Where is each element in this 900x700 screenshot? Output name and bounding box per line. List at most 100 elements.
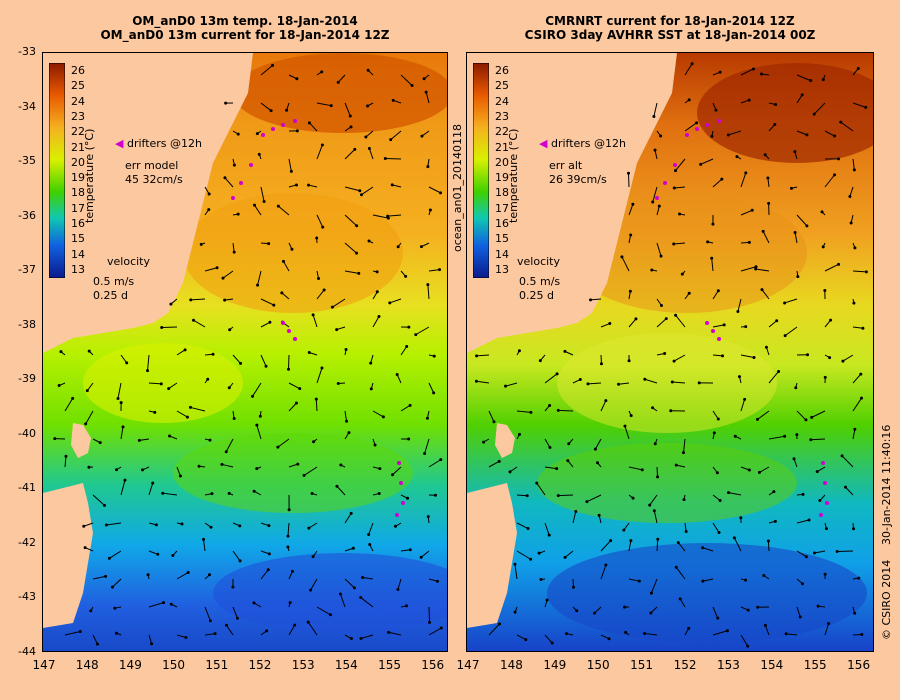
current-vector-head xyxy=(529,557,533,561)
current-vector-head xyxy=(717,531,721,535)
current-vector-head xyxy=(227,386,231,390)
current-vector-head xyxy=(634,317,638,321)
current-vector-head xyxy=(699,162,703,166)
current-vector-head xyxy=(286,545,290,549)
current-vector-head xyxy=(425,416,429,420)
current-vector-head xyxy=(852,527,856,531)
current-vector-head xyxy=(432,354,436,358)
current-vector-head xyxy=(113,606,117,610)
current-vector xyxy=(64,398,74,412)
current-vector-head xyxy=(330,305,334,309)
current-vector-head xyxy=(257,152,261,156)
current-vector-head xyxy=(359,596,363,600)
current-vector-head xyxy=(823,375,827,379)
current-vector-head xyxy=(712,431,716,435)
current-vector xyxy=(644,632,658,636)
colorbar-tick-label: 26 xyxy=(71,64,85,77)
y-tick-label: -43 xyxy=(18,590,36,604)
current-vector-head xyxy=(575,609,579,613)
drifter-point xyxy=(239,181,243,185)
current-vector-head xyxy=(264,364,268,368)
current-vector-head xyxy=(555,372,559,376)
current-vector-head xyxy=(375,270,379,274)
y-tick-label: -41 xyxy=(18,481,36,495)
current-vector-head xyxy=(236,132,240,136)
current-vector-head xyxy=(856,66,860,70)
current-vector xyxy=(516,550,531,560)
current-vector-head xyxy=(367,532,371,536)
current-vector-head xyxy=(258,414,262,418)
current-vector-head xyxy=(367,239,371,243)
current-vector-head xyxy=(783,301,787,305)
drifter-point xyxy=(397,461,401,465)
left-panel-title: OM_anD0 13m temp. 18-Jan-2014 OM_anD0 13… xyxy=(42,14,448,42)
current-vector xyxy=(344,149,356,160)
current-vector-head xyxy=(104,574,108,578)
left-err-values: 45 32cm/s xyxy=(125,173,183,186)
current-vector-head xyxy=(57,384,61,388)
current-vector-head xyxy=(837,157,841,161)
current-vector xyxy=(106,522,122,526)
current-vector-head xyxy=(687,291,691,295)
left-island xyxy=(71,423,91,458)
current-vector-head xyxy=(628,289,632,293)
current-vector-head xyxy=(328,613,332,617)
current-vector-head xyxy=(659,303,663,307)
current-vector xyxy=(852,102,866,108)
y-tick-label: -38 xyxy=(18,317,36,331)
current-vector-head xyxy=(366,104,370,108)
drifter-point xyxy=(399,481,403,485)
current-vector-head xyxy=(815,470,819,474)
current-vector xyxy=(587,382,602,385)
current-vector-head xyxy=(690,62,694,66)
current-vector xyxy=(740,209,753,216)
current-vector-head xyxy=(757,470,761,474)
current-vector-head xyxy=(783,334,787,338)
drifter-point xyxy=(401,501,405,505)
current-vector-head xyxy=(262,200,266,204)
current-vector-head xyxy=(835,550,839,554)
current-vector-head xyxy=(426,283,430,287)
current-vector xyxy=(733,537,742,552)
current-vector-head xyxy=(800,93,804,97)
current-vector xyxy=(232,242,235,253)
drifter-point xyxy=(673,163,677,167)
current-vector-head xyxy=(306,620,310,624)
current-vector xyxy=(344,214,357,227)
current-vector xyxy=(784,326,798,337)
current-vector xyxy=(64,456,67,468)
current-vector-head xyxy=(271,63,275,67)
current-vector-head xyxy=(824,527,828,531)
current-vector-head xyxy=(141,468,145,472)
current-vector-head xyxy=(812,112,816,116)
current-vector-head xyxy=(361,575,365,579)
current-vector xyxy=(428,186,441,194)
current-vector-head xyxy=(391,473,395,477)
current-vector xyxy=(400,346,408,356)
y-tick-label: -34 xyxy=(18,99,36,113)
current-vector-head xyxy=(146,573,150,577)
current-vector xyxy=(86,382,94,391)
colorbar-tick-label: 25 xyxy=(71,79,85,93)
current-vector xyxy=(653,510,658,524)
drifter-point xyxy=(705,321,709,325)
current-vector xyxy=(193,319,206,328)
current-vector xyxy=(139,438,150,441)
drifter-point xyxy=(717,119,721,123)
current-vector xyxy=(224,177,234,188)
x-tick-label: 153 xyxy=(716,658,740,672)
current-vector-head xyxy=(89,609,93,613)
current-vector-head xyxy=(833,134,837,138)
current-vector-head xyxy=(64,454,68,458)
current-vector-head xyxy=(670,380,674,384)
current-vector xyxy=(814,550,826,554)
current-vector xyxy=(644,378,658,384)
drifter-point xyxy=(655,196,659,200)
current-vector-head xyxy=(355,224,359,228)
current-vector-head xyxy=(406,496,410,500)
current-vector-head xyxy=(861,326,865,330)
current-vector xyxy=(176,634,187,638)
current-vector-head xyxy=(725,629,729,633)
current-vector-head xyxy=(656,475,660,479)
current-vector xyxy=(344,578,355,589)
